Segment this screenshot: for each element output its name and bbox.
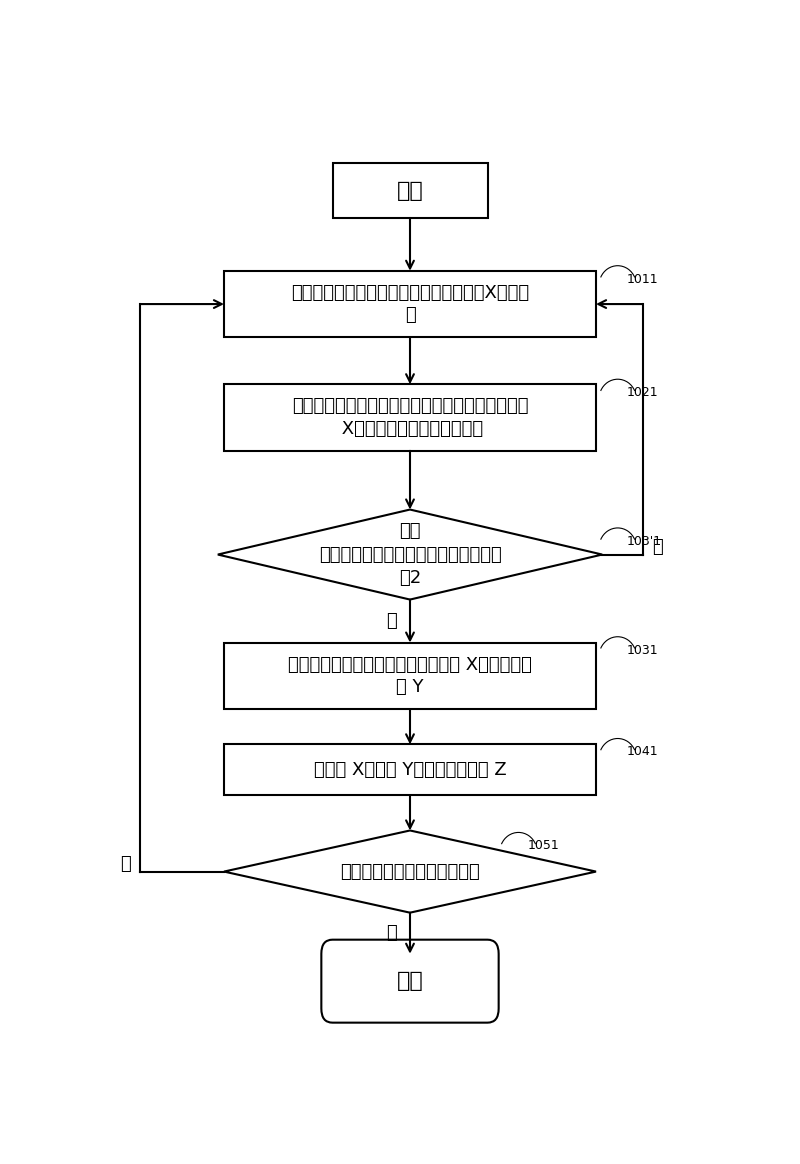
Text: 1031: 1031 (627, 644, 658, 656)
Text: 根据所述交叉点连接信息，获取道路 X的待合并道
路 Y: 根据所述交叉点连接信息，获取道路 X的待合并道 路 Y (288, 655, 532, 696)
Text: 将道路 X和道路 Y合并为一条道路 Z: 将道路 X和道路 Y合并为一条道路 Z (314, 761, 506, 779)
Text: 在预置的交叉点连接信息集中，查找包含道路标识
 X及其起点的交叉点连接信息: 在预置的交叉点连接信息集中，查找包含道路标识 X及其起点的交叉点连接信息 (292, 397, 528, 438)
Text: 否: 否 (386, 924, 397, 942)
Polygon shape (224, 830, 596, 913)
FancyBboxPatch shape (224, 271, 596, 338)
Text: 开始: 开始 (397, 180, 423, 200)
Text: 1011: 1011 (627, 272, 658, 285)
FancyBboxPatch shape (322, 939, 498, 1023)
Text: 判断
交叉点连接信息中记录的道路条数是否
为2: 判断 交叉点连接信息中记录的道路条数是否 为2 (318, 521, 502, 587)
Text: 1051: 1051 (528, 839, 559, 852)
FancyBboxPatch shape (224, 384, 596, 450)
Text: 读取道路信息，该道路信息包括道路标识X及其起
点: 读取道路信息，该道路信息包括道路标识X及其起 点 (291, 284, 529, 324)
Text: 103'1: 103'1 (627, 534, 662, 548)
Text: 1021: 1021 (627, 386, 658, 399)
FancyBboxPatch shape (224, 744, 596, 795)
Text: 是: 是 (652, 538, 662, 555)
FancyBboxPatch shape (333, 163, 487, 218)
Text: 判断是否还有道路信息未读取: 判断是否还有道路信息未读取 (340, 863, 480, 881)
Text: 1041: 1041 (627, 745, 658, 758)
Polygon shape (218, 510, 602, 599)
Text: 是: 是 (120, 854, 131, 873)
FancyBboxPatch shape (224, 643, 596, 709)
Text: 否: 否 (386, 612, 397, 630)
Text: 结束: 结束 (397, 971, 423, 992)
